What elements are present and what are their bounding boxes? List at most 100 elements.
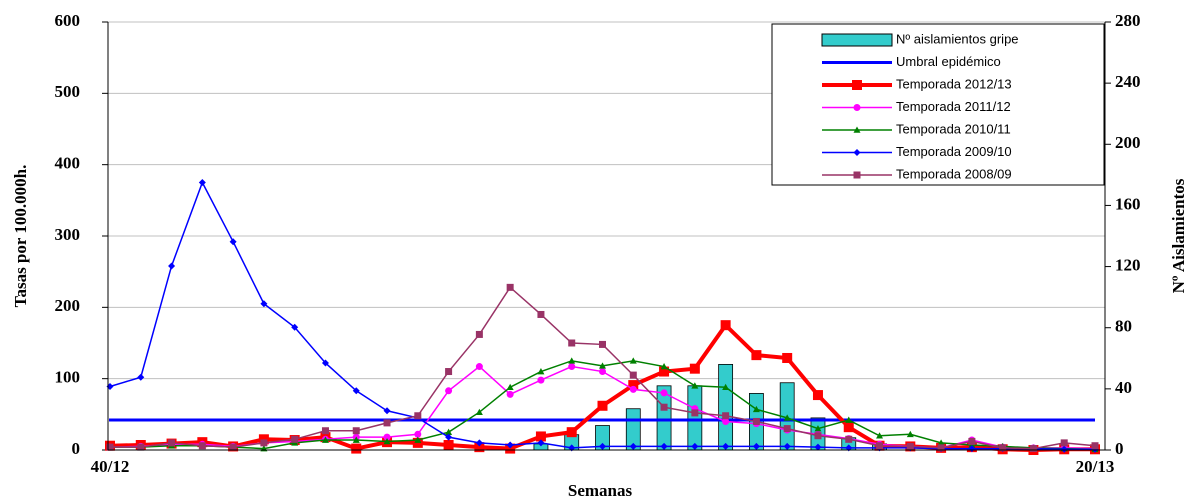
marker bbox=[906, 430, 914, 438]
y-tick-label: 0 bbox=[72, 439, 81, 458]
marker bbox=[475, 363, 483, 371]
marker bbox=[535, 431, 546, 442]
marker bbox=[506, 383, 514, 391]
marker bbox=[691, 382, 699, 389]
marker bbox=[414, 412, 422, 420]
marker bbox=[628, 380, 639, 391]
y2-tick-label: 280 bbox=[1115, 11, 1141, 30]
marker bbox=[168, 439, 176, 447]
y2-tick-label: 240 bbox=[1115, 72, 1141, 91]
marker bbox=[876, 432, 884, 439]
legend-item: Temporada 2009/10 bbox=[822, 144, 1012, 159]
marker bbox=[968, 437, 976, 445]
marker bbox=[660, 389, 668, 397]
marker bbox=[137, 443, 145, 451]
x-tick-label: 20/13 bbox=[1076, 457, 1115, 476]
marker bbox=[751, 350, 762, 361]
series bbox=[106, 283, 1099, 453]
marker bbox=[599, 362, 606, 369]
marker bbox=[852, 80, 862, 90]
y-tick-label: 100 bbox=[55, 368, 81, 387]
legend-label: Temporada 2012/13 bbox=[896, 76, 1012, 91]
marker bbox=[722, 442, 730, 450]
marker bbox=[853, 171, 861, 179]
marker bbox=[445, 368, 453, 376]
marker bbox=[137, 373, 145, 381]
marker bbox=[845, 416, 853, 423]
y2-tick-label: 200 bbox=[1115, 133, 1141, 152]
marker bbox=[475, 330, 483, 338]
marker bbox=[752, 405, 760, 413]
marker bbox=[597, 400, 608, 411]
marker bbox=[853, 126, 861, 133]
x-axis-label: Semanas bbox=[568, 481, 633, 500]
marker bbox=[660, 363, 668, 370]
y-tick-label: 600 bbox=[55, 11, 81, 30]
marker bbox=[383, 419, 391, 427]
marker bbox=[198, 179, 206, 186]
legend-swatch bbox=[821, 33, 893, 47]
marker bbox=[260, 300, 268, 308]
marker bbox=[475, 439, 483, 447]
marker bbox=[937, 444, 945, 452]
legend-item: Umbral epidémico bbox=[822, 54, 1001, 69]
marker bbox=[475, 408, 483, 415]
marker bbox=[537, 376, 545, 384]
marker bbox=[383, 433, 391, 441]
marker bbox=[537, 439, 545, 447]
legend-label: Nº aislamientos gripe bbox=[896, 31, 1019, 46]
marker bbox=[783, 442, 791, 450]
marker bbox=[782, 352, 793, 363]
marker bbox=[198, 442, 206, 450]
marker bbox=[321, 359, 329, 367]
marker bbox=[660, 442, 668, 450]
marker bbox=[106, 443, 114, 451]
marker bbox=[691, 409, 699, 417]
marker bbox=[629, 357, 637, 364]
marker bbox=[352, 436, 360, 443]
marker bbox=[722, 412, 730, 420]
marker bbox=[689, 363, 700, 374]
legend-label: Temporada 2011/12 bbox=[896, 99, 1011, 114]
marker bbox=[383, 407, 391, 415]
bar bbox=[718, 363, 734, 451]
marker bbox=[720, 320, 731, 331]
marker bbox=[843, 422, 854, 433]
marker bbox=[445, 428, 453, 435]
marker bbox=[599, 368, 606, 376]
marker bbox=[1091, 442, 1099, 450]
marker bbox=[445, 387, 453, 395]
marker bbox=[414, 430, 422, 438]
series bbox=[106, 179, 1099, 453]
legend-label: Temporada 2009/10 bbox=[896, 144, 1012, 159]
marker bbox=[321, 436, 329, 443]
marker bbox=[352, 427, 360, 435]
marker bbox=[537, 368, 545, 375]
y-tick-label: 500 bbox=[55, 82, 81, 101]
legend-label: Temporada 2008/09 bbox=[896, 166, 1012, 181]
marker bbox=[412, 437, 423, 448]
y2-axis-label: Nº Aislamientos bbox=[1169, 178, 1188, 293]
marker bbox=[1060, 439, 1068, 447]
marker bbox=[291, 435, 299, 443]
marker bbox=[814, 443, 822, 451]
marker bbox=[229, 443, 237, 451]
marker bbox=[999, 444, 1007, 452]
legend-label: Temporada 2010/11 bbox=[896, 121, 1011, 136]
marker bbox=[659, 366, 670, 377]
y2-tick-label: 80 bbox=[1115, 317, 1132, 336]
marker bbox=[783, 414, 791, 421]
legend-item: Nº aislamientos gripe bbox=[821, 31, 1019, 47]
marker bbox=[445, 433, 453, 441]
y2-tick-label: 160 bbox=[1115, 194, 1141, 213]
marker bbox=[229, 238, 237, 246]
marker bbox=[443, 440, 454, 451]
legend-item: Temporada 2010/11 bbox=[822, 121, 1011, 136]
legend-box bbox=[771, 23, 1105, 186]
marker bbox=[814, 425, 822, 432]
marker bbox=[260, 439, 268, 447]
y-tick-label: 400 bbox=[55, 154, 81, 173]
legend-label: Umbral epidémico bbox=[896, 54, 1001, 69]
marker bbox=[853, 104, 861, 111]
